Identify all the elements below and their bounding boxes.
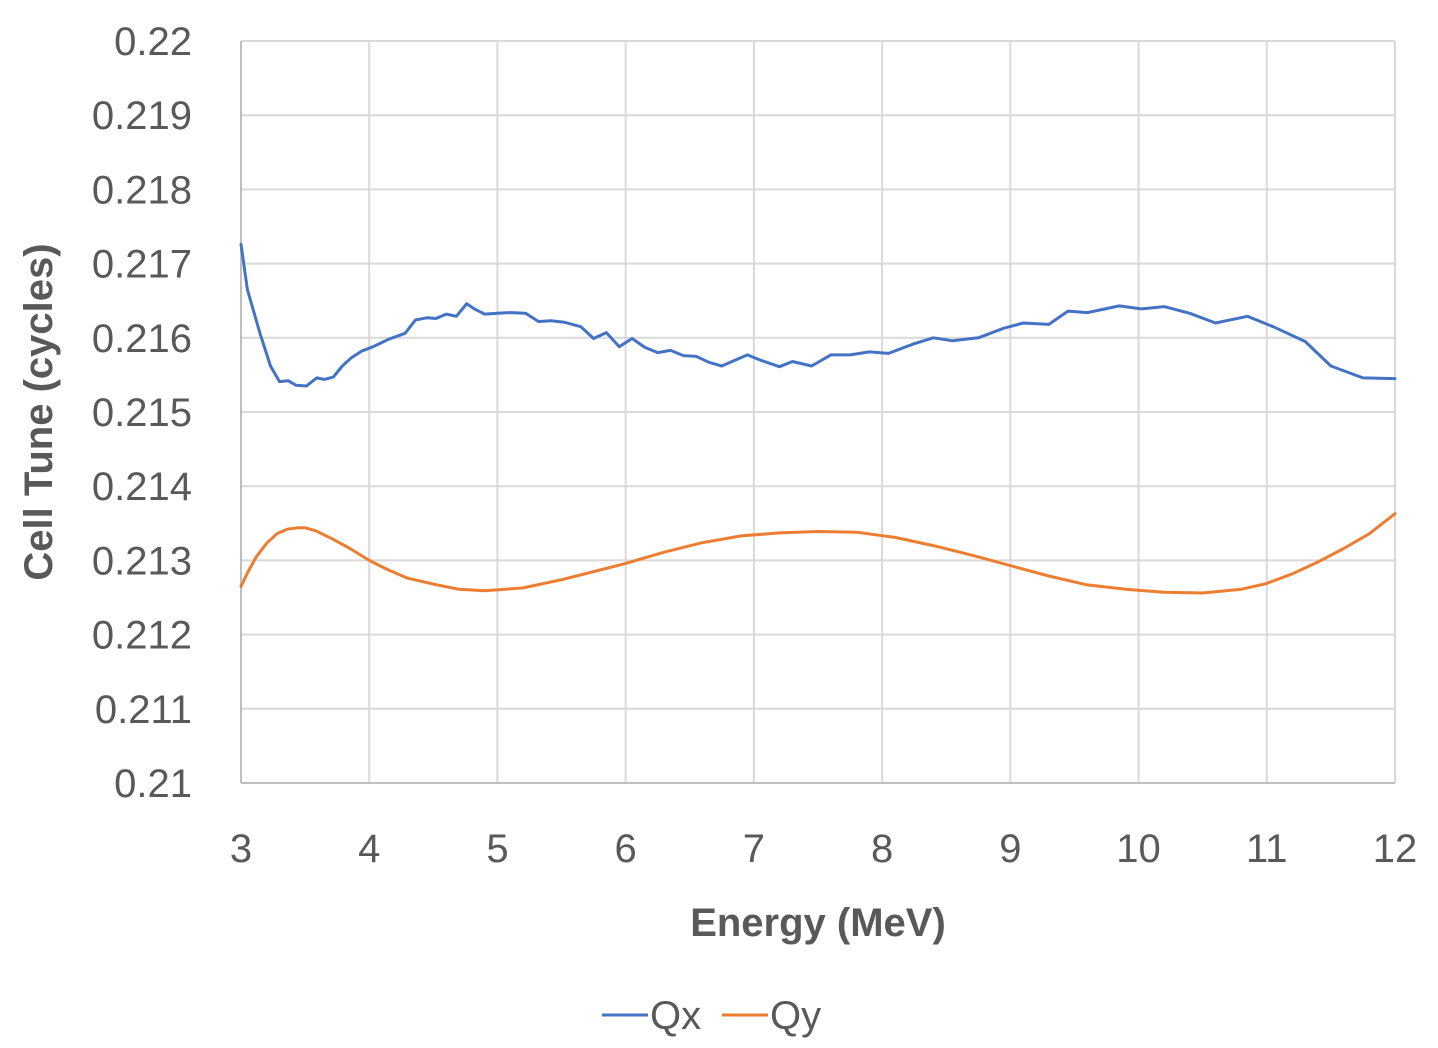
legend: Qx Qy (602, 994, 821, 1038)
series (239, 242, 1397, 595)
y-tick-label: 0.214 (92, 465, 192, 509)
series-line-qy (239, 512, 1397, 595)
legend-label-qy: Qy (770, 994, 821, 1038)
y-tick-label: 0.22 (114, 20, 192, 64)
y-tick-label: 0.213 (92, 539, 192, 583)
x-tick-label: 4 (358, 827, 380, 871)
tick-labels: 0.21 0.211 0.212 0.213 0.214 0.215 0.216 0.217 0… (92, 20, 1417, 871)
y-tick-label: 0.21 (114, 762, 192, 806)
axes (240, 41, 1395, 784)
y-tick-label: 0.217 (92, 243, 192, 287)
y-axis-title: Cell Tune (cycles) (17, 243, 61, 580)
y-tick-label: 0.211 (95, 688, 192, 732)
y-tick-label: 0.212 (92, 614, 192, 658)
y-tick-label: 0.219 (92, 94, 192, 138)
x-tick-label: 12 (1373, 827, 1418, 871)
x-axis-title: Energy (MeV) (690, 901, 946, 945)
y-tick-label: 0.218 (92, 168, 192, 212)
x-tick-label: 6 (615, 827, 637, 871)
x-tick-label: 3 (230, 827, 252, 871)
x-tick-label: 8 (871, 827, 893, 871)
x-tick-label: 11 (1246, 827, 1288, 871)
x-tick-label: 7 (743, 827, 765, 871)
x-tick-label: 10 (1116, 827, 1161, 871)
y-tick-label: 0.215 (92, 391, 192, 435)
x-tick-label: 9 (999, 827, 1021, 871)
gridlines (241, 40, 1396, 783)
y-tick-label: 0.216 (92, 317, 192, 361)
x-tick-label: 5 (486, 827, 508, 871)
series-line-qx (239, 242, 1397, 388)
legend-label-qx: Qx (650, 994, 701, 1038)
